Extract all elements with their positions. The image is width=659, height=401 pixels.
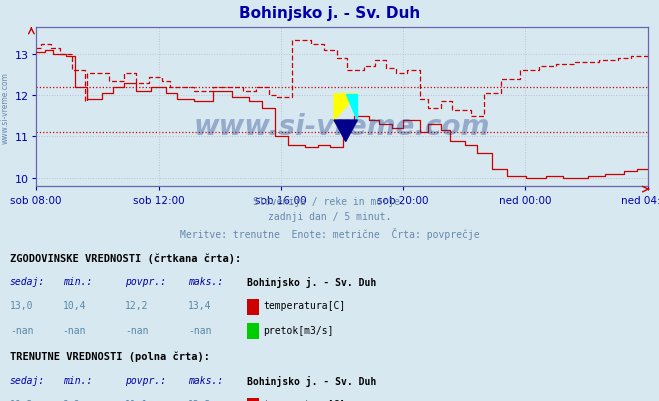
Text: ZGODOVINSKE VREDNOSTI (črtkana črta):: ZGODOVINSKE VREDNOSTI (črtkana črta): <box>10 253 241 263</box>
Text: 10,2: 10,2 <box>10 399 34 401</box>
Text: -nan: -nan <box>125 325 149 335</box>
Text: 10,4: 10,4 <box>63 301 86 311</box>
Text: -nan: -nan <box>10 325 34 335</box>
Text: Slovenija / reke in morje.: Slovenija / reke in morje. <box>253 196 406 207</box>
Text: temperatura[C]: temperatura[C] <box>263 399 345 401</box>
Text: www.si-vreme.com: www.si-vreme.com <box>194 112 490 140</box>
Polygon shape <box>346 95 357 121</box>
Text: -nan: -nan <box>188 325 212 335</box>
Text: povpr.:: povpr.: <box>125 375 166 385</box>
Text: TRENUTNE VREDNOSTI (polna črta):: TRENUTNE VREDNOSTI (polna črta): <box>10 351 210 361</box>
Text: 12,2: 12,2 <box>125 301 149 311</box>
Text: Bohinjsko j. - Sv. Duh: Bohinjsko j. - Sv. Duh <box>247 375 376 386</box>
Text: sedaj:: sedaj: <box>10 375 45 385</box>
Polygon shape <box>334 95 357 121</box>
Text: Meritve: trenutne  Enote: metrične  Črta: povprečje: Meritve: trenutne Enote: metrične Črta: … <box>180 227 479 239</box>
Text: povpr.:: povpr.: <box>125 277 166 287</box>
Text: Bohinjsko j. - Sv. Duh: Bohinjsko j. - Sv. Duh <box>247 277 376 288</box>
Polygon shape <box>334 121 357 142</box>
Text: temperatura[C]: temperatura[C] <box>263 301 345 311</box>
Text: sedaj:: sedaj: <box>10 277 45 287</box>
Text: min.:: min.: <box>63 375 92 385</box>
Text: maks.:: maks.: <box>188 277 223 287</box>
Text: maks.:: maks.: <box>188 375 223 385</box>
Text: -nan: -nan <box>63 325 86 335</box>
Text: 11,1: 11,1 <box>125 399 149 401</box>
Text: 13,4: 13,4 <box>188 301 212 311</box>
Text: min.:: min.: <box>63 277 92 287</box>
Text: 13,0: 13,0 <box>10 301 34 311</box>
Text: pretok[m3/s]: pretok[m3/s] <box>263 325 333 335</box>
Text: Bohinjsko j. - Sv. Duh: Bohinjsko j. - Sv. Duh <box>239 6 420 21</box>
Text: 9,9: 9,9 <box>63 399 80 401</box>
Text: www.si-vreme.com: www.si-vreme.com <box>1 73 10 144</box>
Text: zadnji dan / 5 minut.: zadnji dan / 5 minut. <box>268 212 391 222</box>
Text: 13,2: 13,2 <box>188 399 212 401</box>
